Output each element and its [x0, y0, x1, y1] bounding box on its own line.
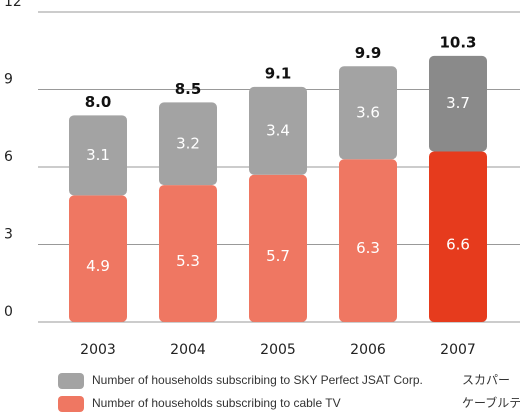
bar-segment — [69, 115, 127, 196]
segment-label: 6.6 — [446, 235, 470, 253]
y-tick-label: 6 — [4, 149, 13, 165]
y-tick-label: 9 — [4, 72, 13, 88]
bar-segment — [339, 66, 397, 160]
segment-label: 3.6 — [356, 103, 380, 121]
segment-label: 5.3 — [176, 252, 200, 270]
x-tick-label: 2006 — [350, 342, 386, 358]
legend-label: Number of households subscribing to SKY … — [92, 373, 423, 387]
y-tick-label: 12 — [4, 0, 22, 10]
total-label: 9.9 — [355, 44, 382, 62]
segment-label: 3.1 — [86, 146, 110, 164]
bar-segment — [429, 55, 487, 152]
segment-label: 3.4 — [266, 121, 290, 139]
segment-label: 3.2 — [176, 134, 200, 152]
x-tick-label: 2007 — [440, 342, 476, 358]
total-label: 9.1 — [265, 64, 292, 82]
legend-swatch — [58, 373, 84, 389]
bar-segment — [339, 159, 397, 322]
bar-segment — [159, 185, 217, 322]
bar-segment — [159, 102, 217, 186]
bar-segment — [429, 151, 487, 322]
segment-label: 3.7 — [446, 94, 470, 112]
legend-extra: スカパー — [462, 373, 510, 387]
segment-label: 5.7 — [266, 247, 290, 265]
segment-label: 4.9 — [86, 257, 110, 275]
legend-label: Number of households subscribing to cabl… — [92, 396, 341, 410]
total-label: 8.5 — [175, 80, 202, 98]
legend-extra: ケーブルテ — [462, 395, 520, 410]
y-tick-label: 0 — [4, 304, 13, 320]
segment-label: 6.3 — [356, 239, 380, 257]
x-tick-label: 2005 — [260, 342, 296, 358]
x-tick-label: 2004 — [170, 342, 206, 358]
x-tick-label: 2003 — [80, 342, 116, 358]
total-label: 10.3 — [439, 33, 476, 51]
y-tick-label: 3 — [4, 227, 13, 243]
bar-segment — [249, 174, 307, 322]
bar-segment — [249, 86, 307, 175]
bar-segment — [69, 195, 127, 322]
total-label: 8.0 — [85, 93, 112, 111]
legend-swatch — [58, 396, 84, 412]
